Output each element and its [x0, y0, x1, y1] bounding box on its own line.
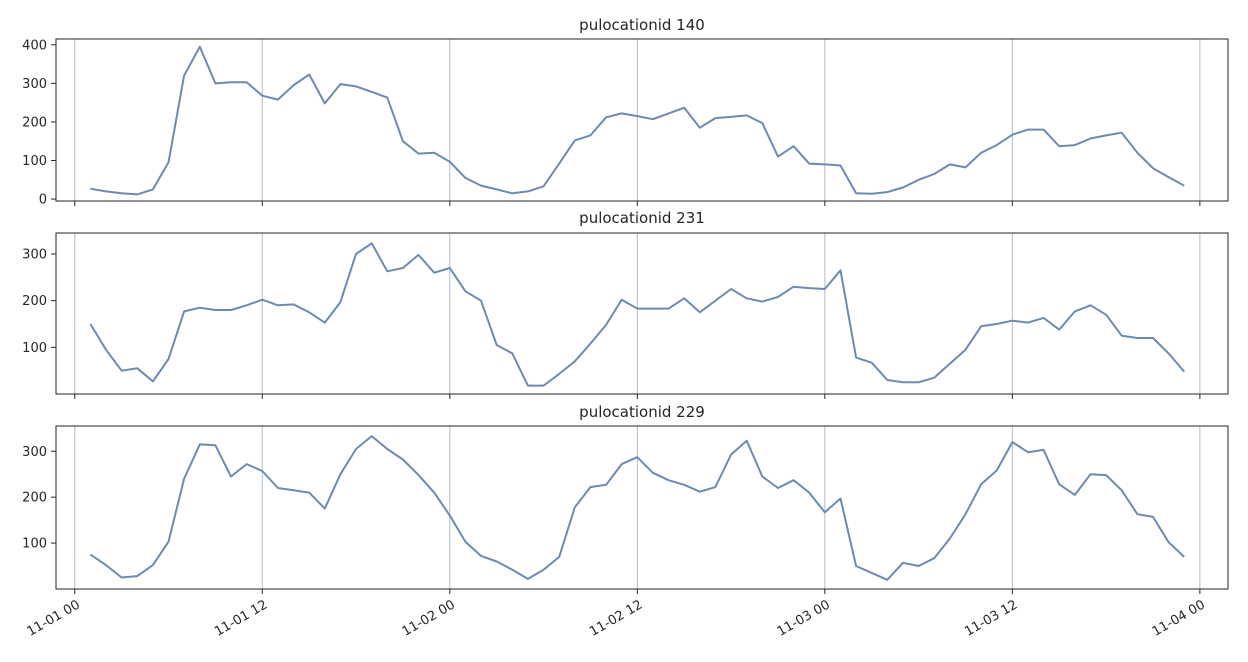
x-tick-label: 11-01 12 — [212, 597, 270, 639]
subplot-title: pulocationid 229 — [579, 403, 705, 421]
y-tick-label: 200 — [22, 491, 47, 506]
x-tick-label: 11-02 00 — [400, 597, 458, 639]
y-tick-label: 300 — [22, 248, 47, 263]
y-tick-label: 100 — [22, 341, 47, 356]
subplot-title: pulocationid 140 — [579, 16, 705, 34]
y-tick-label: 100 — [22, 154, 47, 169]
x-tick-label: 11-02 12 — [587, 597, 645, 639]
series-line — [90, 45, 1185, 196]
x-tick-label: 11-04 00 — [1150, 597, 1208, 639]
y-tick-label: 300 — [22, 77, 47, 92]
series-line — [89, 435, 1185, 581]
y-tick-label: 400 — [22, 38, 47, 53]
y-tick-label: 300 — [22, 445, 47, 460]
x-tick-label: 11-03 12 — [962, 597, 1020, 639]
y-tick-label: 0 — [39, 193, 47, 208]
x-tick-label: 11-01 00 — [25, 597, 83, 639]
subplot-3: pulocationid 229 100 200 300 11-01 00 11-01 … — [22, 403, 1229, 640]
x-tick-label: 11-03 00 — [775, 597, 833, 639]
plot-frame — [55, 425, 1229, 590]
y-tick-label: 200 — [22, 294, 47, 309]
subplot-1: pulocationid 140 0 100 200 300 400 — [22, 16, 1229, 208]
plot-frame — [55, 232, 1229, 395]
subplot-2: pulocationid 231 100 200 300 — [22, 209, 1229, 399]
y-tick-label: 100 — [22, 537, 47, 552]
series-line — [89, 242, 1185, 387]
y-tick-label: 200 — [22, 115, 47, 130]
plot-frame — [55, 38, 1229, 202]
subplot-title: pulocationid 231 — [579, 209, 705, 227]
